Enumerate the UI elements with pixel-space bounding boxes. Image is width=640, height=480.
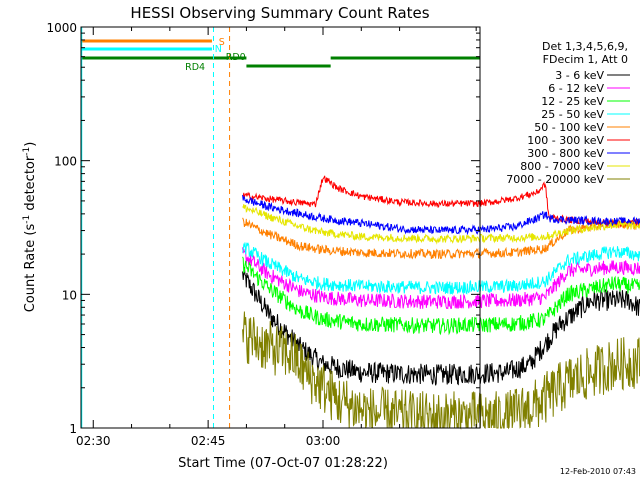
timestamp-stamp: 12-Feb-2010 07:43 [560, 467, 636, 476]
series-line-5 [242, 175, 640, 228]
legend-label-0: 3 - 6 keV [555, 69, 604, 82]
rd0-flag-label: RD0 [226, 52, 246, 63]
series-layer [242, 175, 640, 430]
legend-label-8: 7000 - 20000 keV [506, 173, 604, 186]
annotation-layer: SN RD0 RD4 [81, 27, 480, 428]
legend-label-6: 300 - 800 keV [527, 147, 604, 160]
saa-flag-label: S [219, 37, 225, 48]
chart-title: HESSI Observing Summary Count Rates [130, 4, 429, 22]
series-line-6 [242, 194, 640, 236]
legend-label-4: 50 - 100 keV [534, 121, 604, 134]
legend-label-1: 6 - 12 keV [548, 82, 604, 95]
series-line-1 [242, 247, 640, 310]
y-tick-label: 10 [62, 288, 77, 302]
y-axis-label: Count Rate (s-1 detector-1) [22, 142, 38, 313]
x-axis-label: Start Time (07-Oct-07 01:28:22) [178, 456, 388, 471]
series-line-8 [242, 311, 640, 430]
legend-label-2: 12 - 25 keV [541, 95, 604, 108]
series-line-2 [242, 256, 640, 336]
legend: Det 1,3,4,5,6,9, FDecim 1, Att 0 3 - 6 k… [506, 40, 630, 186]
series-line-0 [242, 266, 640, 386]
legend-label-3: 25 - 50 keV [541, 108, 604, 121]
y-tick-label: 1 [69, 422, 77, 436]
y-axis: 1 10 100 1000 [46, 21, 480, 436]
legend-label-5: 100 - 300 keV [527, 134, 604, 147]
plot-frame [80, 26, 481, 429]
legend-label-7: 800 - 7000 keV [520, 160, 604, 173]
y-tick-label: 100 [54, 155, 77, 169]
series-line-3 [242, 242, 640, 296]
rd4-flag-label: RD4 [185, 62, 205, 73]
series-line-4 [242, 217, 640, 260]
series-line-7 [242, 204, 640, 245]
legend-header-line-1: Det 1,3,4,5,6,9, [542, 40, 628, 53]
x-tick-label: 02:45 [191, 434, 226, 448]
night-flag-label: N [215, 44, 222, 55]
y-tick-label: 1000 [46, 21, 77, 35]
x-tick-label: 03:00 [306, 434, 341, 448]
x-tick-label: 02:30 [76, 434, 111, 448]
legend-header-line-2: FDecim 1, Att 0 [543, 53, 628, 66]
